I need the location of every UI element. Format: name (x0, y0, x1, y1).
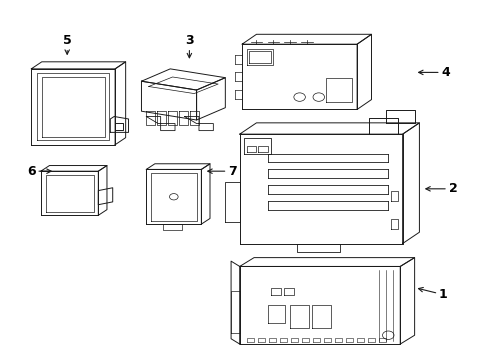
Text: 1: 1 (418, 288, 447, 301)
Text: 2: 2 (425, 182, 456, 195)
Text: 7: 7 (207, 165, 236, 178)
Text: 6: 6 (27, 165, 51, 178)
Text: 4: 4 (418, 66, 449, 79)
Text: 5: 5 (62, 34, 71, 54)
Text: 3: 3 (184, 34, 193, 58)
